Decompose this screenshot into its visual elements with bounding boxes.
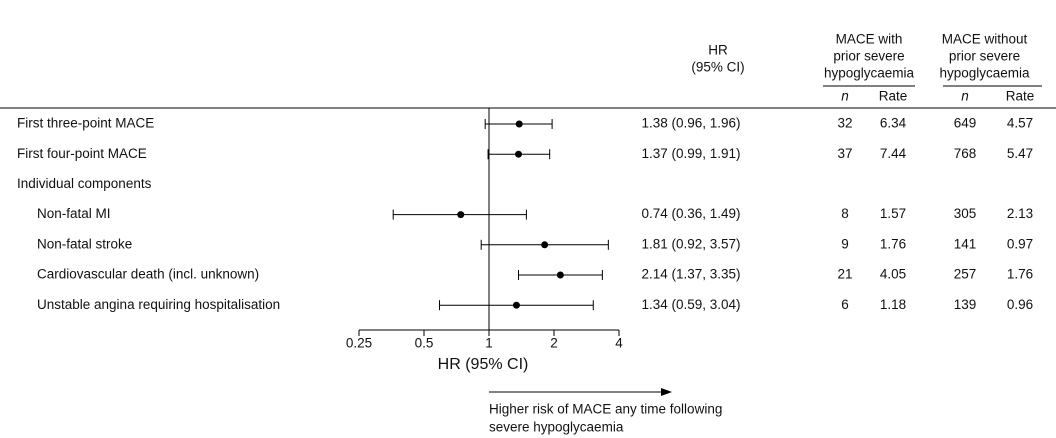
- x-tick-label: 4: [615, 336, 623, 351]
- annotation: Higher risk of MACE any time following: [489, 402, 722, 417]
- column-header: (95% CI): [691, 60, 744, 75]
- table-cell: 305: [954, 206, 977, 221]
- value-label: 1.37 (0.99, 1.91): [641, 146, 740, 161]
- x-tick-label: 1: [485, 336, 493, 351]
- table-cell: 257: [954, 267, 977, 282]
- table-cell: 141: [954, 236, 977, 251]
- x-axis-label: HR (95% CI): [438, 356, 529, 373]
- point-estimate: [515, 120, 523, 128]
- arrow-head: [661, 388, 672, 396]
- row-label: Unstable angina requiring hospitalisatio…: [37, 297, 280, 312]
- table-cell: 32: [837, 116, 852, 131]
- point-estimate: [515, 150, 523, 158]
- table-cell: 1.76: [1007, 267, 1033, 282]
- column-header: MACE with: [836, 32, 903, 47]
- row-label: First four-point MACE: [17, 146, 147, 161]
- value-label: 1.34 (0.59, 3.04): [641, 297, 740, 312]
- table-cell: 1.57: [880, 206, 906, 221]
- table-cell: 649: [954, 116, 977, 131]
- column-header: MACE without: [942, 32, 1028, 47]
- column-header: hypoglycaemia: [939, 66, 1030, 81]
- x-tick-label: 0.5: [415, 336, 434, 351]
- x-tick-label: 2: [550, 336, 558, 351]
- x-tick-label: 0.25: [346, 336, 372, 351]
- table-cell: 5.47: [1007, 146, 1033, 161]
- value-label: 1.38 (0.96, 1.96): [641, 116, 740, 131]
- table-cell: 0.97: [1007, 236, 1033, 251]
- column-header: HR: [708, 43, 728, 58]
- column-header: prior severe: [949, 49, 1020, 64]
- table-cell: 1.76: [880, 236, 906, 251]
- value-label: 1.81 (0.92, 3.57): [641, 236, 740, 251]
- table-cell: 37: [837, 146, 852, 161]
- point-estimate: [457, 211, 465, 219]
- table-cell: 6: [841, 297, 849, 312]
- column-header: hypoglycaemia: [824, 66, 915, 81]
- column-header: prior severe: [833, 49, 904, 64]
- table-cell: 21: [837, 267, 852, 282]
- table-cell: 6.34: [880, 116, 907, 131]
- table-cell: 9: [841, 236, 849, 251]
- point-estimate: [556, 271, 564, 279]
- point-estimate: [541, 241, 549, 249]
- row-label: Non-fatal MI: [37, 206, 111, 221]
- annotation: severe hypoglycaemia: [489, 420, 624, 435]
- column-subheader: n: [841, 89, 849, 104]
- table-cell: 139: [954, 297, 977, 312]
- column-subheader: n: [961, 89, 969, 104]
- table-cell: 4.05: [880, 267, 906, 282]
- row-label: Individual components: [17, 176, 152, 191]
- table-cell: 4.57: [1007, 116, 1033, 131]
- table-cell: 768: [954, 146, 977, 161]
- point-estimate: [512, 301, 520, 309]
- row-label: First three-point MACE: [17, 116, 154, 131]
- table-cell: 1.18: [880, 297, 906, 312]
- table-cell: 0.96: [1007, 297, 1033, 312]
- table-cell: 7.44: [880, 146, 907, 161]
- column-subheader: Rate: [1006, 89, 1035, 104]
- column-subheader: Rate: [879, 89, 908, 104]
- value-label: 2.14 (1.37, 3.35): [641, 267, 740, 282]
- row-label: Non-fatal stroke: [37, 236, 132, 251]
- value-label: 0.74 (0.36, 1.49): [641, 206, 740, 221]
- table-cell: 2.13: [1007, 206, 1033, 221]
- table-cell: 8: [841, 206, 849, 221]
- row-label: Cardiovascular death (incl. unknown): [37, 267, 259, 282]
